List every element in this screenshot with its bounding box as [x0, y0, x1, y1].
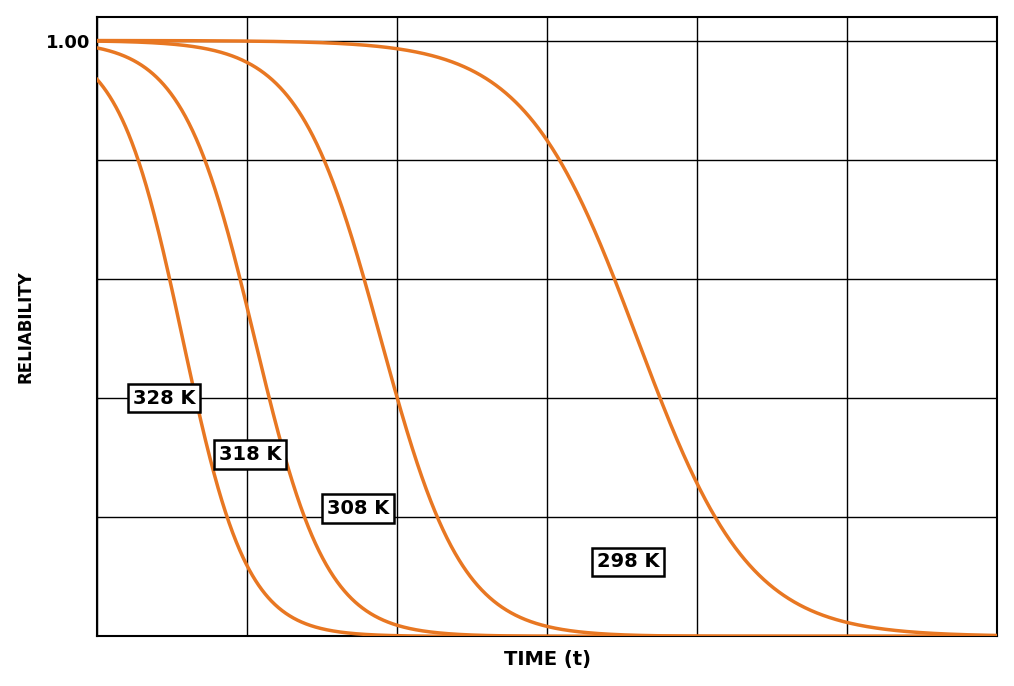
- X-axis label: TIME (t): TIME (t): [504, 650, 591, 670]
- Text: 328 K: 328 K: [133, 388, 196, 407]
- Y-axis label: RELIABILITY: RELIABILITY: [16, 270, 34, 383]
- Text: 318 K: 318 K: [219, 445, 281, 464]
- Text: 298 K: 298 K: [596, 552, 659, 571]
- Text: 308 K: 308 K: [327, 499, 389, 518]
